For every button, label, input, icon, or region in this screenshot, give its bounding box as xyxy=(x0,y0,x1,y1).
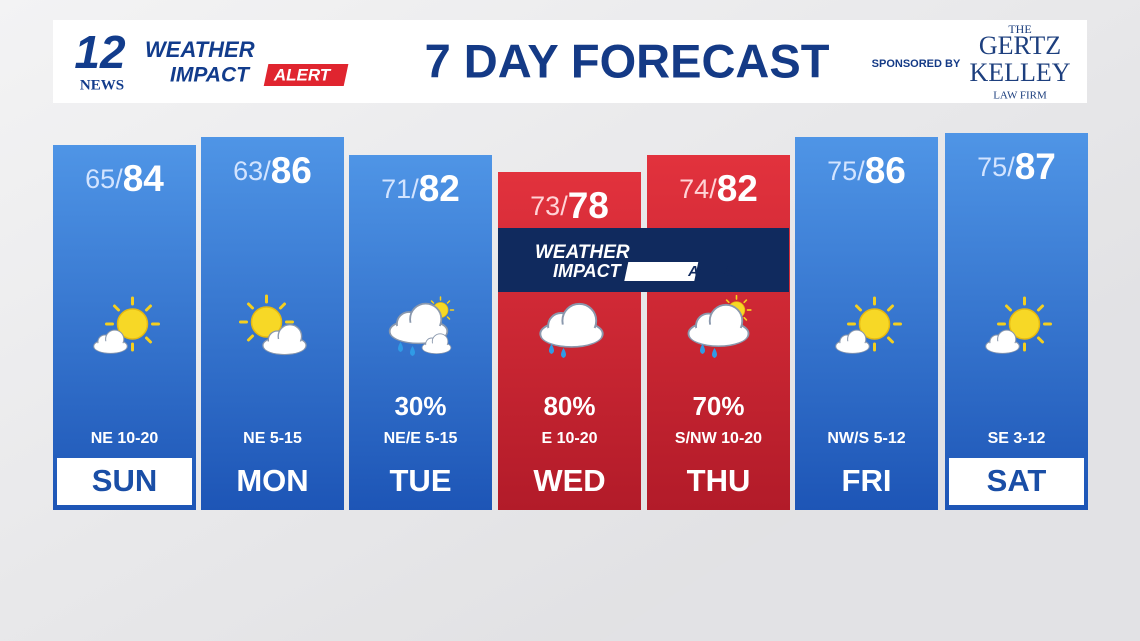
logo-news: NEWS xyxy=(80,77,124,93)
day-label: WED xyxy=(533,463,605,498)
logo-alert-box xyxy=(263,64,349,86)
banner-impact: IMPACT xyxy=(553,261,623,281)
precip-chance: 70% xyxy=(692,391,744,421)
high-temp: 82 xyxy=(717,168,758,209)
logo-number: 12 xyxy=(74,26,126,78)
banner-alert: ALERT xyxy=(687,263,740,280)
temp-separator: / xyxy=(263,156,271,186)
wind: SE 3-12 xyxy=(988,430,1046,447)
day-column: 73/78 80% E 10-20 WED xyxy=(498,172,641,510)
temp-separator: / xyxy=(857,156,865,186)
low-temp: 71 xyxy=(381,174,411,204)
day-label: THU xyxy=(687,463,751,498)
day-label: SUN xyxy=(92,463,157,498)
day-label: TUE xyxy=(390,463,452,498)
header-bar xyxy=(53,20,1087,103)
wind: E 10-20 xyxy=(541,430,597,447)
sponsor: THE GERTZ KELLEY LAW FIRM xyxy=(969,22,1070,102)
day-label: SAT xyxy=(987,463,1047,498)
temperature: 75/86 xyxy=(827,150,906,191)
logo-weather: WEATHER xyxy=(145,37,255,62)
sponsored-by: SPONSORED BY xyxy=(872,58,961,70)
low-temp: 74 xyxy=(679,174,709,204)
day-column: 74/82 70% S/NW 10-20 THU xyxy=(647,155,790,510)
banner-alert-box xyxy=(624,262,699,281)
low-temp: 75 xyxy=(977,152,1007,182)
day-column: 63/86 NE 5-15 MON xyxy=(201,137,344,510)
logo-alert: ALERT xyxy=(273,65,332,84)
day-label: FRI xyxy=(842,463,892,498)
high-temp: 84 xyxy=(123,158,165,199)
temperature: 71/82 xyxy=(381,168,460,209)
temperature: 75/87 xyxy=(977,146,1056,187)
sponsor-the: THE xyxy=(1008,22,1031,36)
temp-separator: / xyxy=(560,191,568,221)
day-column: 75/86 NW/S 5-12 FRI xyxy=(795,137,938,510)
high-temp: 78 xyxy=(568,185,609,226)
low-temp: 75 xyxy=(827,156,857,186)
high-temp: 82 xyxy=(419,168,460,209)
temp-separator: / xyxy=(115,164,123,194)
day-column: 71/82 30% NE/E 5-15 TUE xyxy=(349,155,492,510)
temp-separator: / xyxy=(411,174,419,204)
temp-separator: / xyxy=(1007,152,1015,182)
high-temp: 86 xyxy=(865,150,906,191)
impact-banner: WEATHER IMPACT ALERT xyxy=(498,228,789,292)
sponsor-name: GERTZ xyxy=(979,31,1061,60)
banner-box xyxy=(498,228,789,292)
title: 7 DAY FORECAST xyxy=(425,34,830,87)
temperature: 65/84 xyxy=(85,158,164,199)
logo-impact: IMPACT xyxy=(170,64,251,87)
day-label-box xyxy=(57,458,192,505)
wind: NE 10-20 xyxy=(91,430,159,447)
temperature: 63/86 xyxy=(233,150,312,191)
banner-weather: WEATHER xyxy=(535,242,630,263)
wind: S/NW 10-20 xyxy=(675,430,762,447)
day-label: MON xyxy=(236,463,308,498)
low-temp: 73 xyxy=(530,191,560,221)
low-temp: 65 xyxy=(85,164,115,194)
wind: NE/E 5-15 xyxy=(384,430,458,447)
day-column: 65/84 NE 10-20 SUN xyxy=(53,145,196,510)
low-temp: 63 xyxy=(233,156,263,186)
wind: NW/S 5-12 xyxy=(827,430,905,447)
day-column: 75/87 SE 3-12 SAT xyxy=(945,133,1088,510)
temperature: 73/78 xyxy=(530,185,609,226)
temperature: 74/82 xyxy=(679,168,758,209)
precip-chance: 80% xyxy=(543,391,595,421)
high-temp: 87 xyxy=(1015,146,1056,187)
wind: NE 5-15 xyxy=(243,430,302,447)
temp-separator: / xyxy=(709,174,717,204)
precip-chance: 30% xyxy=(394,391,446,421)
sponsor-name: KELLEY xyxy=(969,58,1070,87)
high-temp: 86 xyxy=(271,150,312,191)
day-label-box xyxy=(949,458,1084,505)
sponsor-firm: LAW FIRM xyxy=(993,90,1047,102)
logo: 12 NEWS WEATHER IMPACT ALERT xyxy=(74,26,349,93)
